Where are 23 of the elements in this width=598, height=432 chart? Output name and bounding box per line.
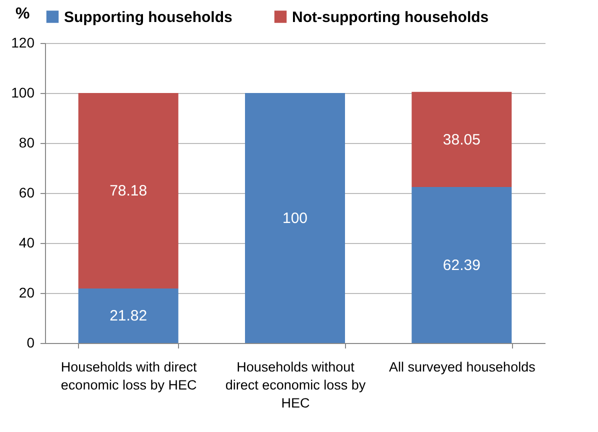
y-tick-label: 100 <box>11 84 35 100</box>
data-label: 78.18 <box>110 182 148 200</box>
legend-label: Supporting households <box>64 8 232 26</box>
x-tick-label: Households without direct economic loss by HEC <box>225 360 366 410</box>
bar <box>78 288 178 343</box>
bar <box>412 187 512 343</box>
y-tick-label: 120 <box>11 34 35 50</box>
y-tick-label: 40 <box>18 234 35 250</box>
y-tick-label: 60 <box>18 184 35 200</box>
legend-label: Not-supporting households <box>292 8 489 26</box>
data-label: 21.82 <box>110 308 148 325</box>
bar <box>412 92 512 188</box>
data-label: 38.05 <box>442 131 480 148</box>
data-label: 62.39 <box>442 257 480 274</box>
x-tick-label: Households with direct economic loss by HEC <box>60 360 197 392</box>
y-tick-label: 0 <box>26 334 35 350</box>
bar <box>78 93 178 288</box>
x-tick-label: All surveyed households <box>388 360 536 374</box>
y-axis-title: % <box>16 6 30 22</box>
y-tick-label: 20 <box>18 284 35 300</box>
y-tick-label: 80 <box>18 134 35 150</box>
data-label: 100 <box>282 210 308 227</box>
bar <box>245 93 345 343</box>
